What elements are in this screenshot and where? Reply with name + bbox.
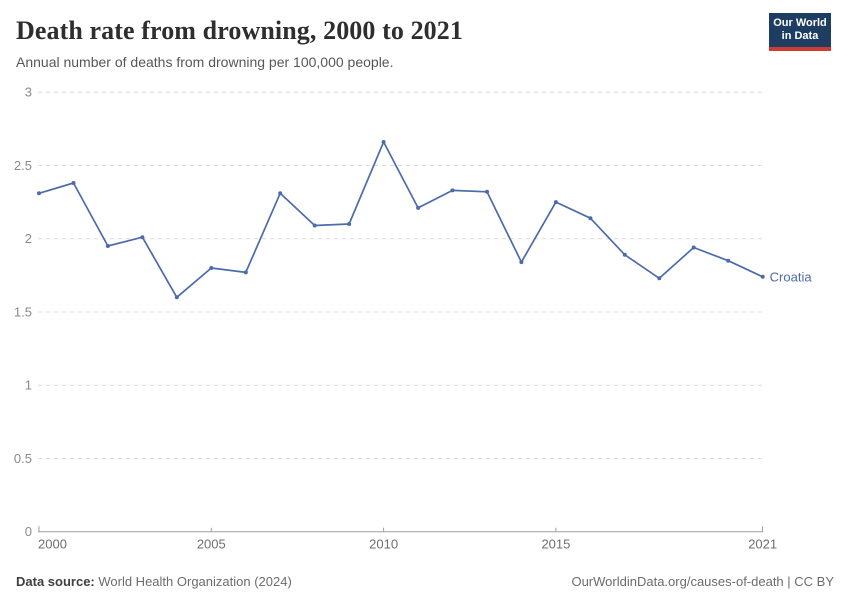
chart-footer: Data source: World Health Organization (…: [16, 574, 834, 589]
y-tick-label: 2.5: [14, 158, 32, 173]
data-point: [657, 276, 662, 281]
x-tick-label: 2005: [197, 537, 226, 552]
data-point: [726, 258, 731, 263]
page-title: Death rate from drowning, 2000 to 2021: [16, 16, 463, 45]
data-point: [347, 222, 352, 226]
series-line: [38, 141, 764, 299]
x-tick-label: 2000: [38, 537, 67, 552]
data-source: Data source: World Health Organization (…: [16, 574, 292, 589]
y-tick-label: 1.5: [14, 304, 32, 319]
data-point: [312, 223, 317, 228]
data-point: [381, 140, 386, 144]
data-point: [519, 260, 524, 265]
y-tick-label: 0.5: [14, 451, 32, 466]
data-point: [71, 181, 76, 185]
credit-link[interactable]: OurWorldinData.org/causes-of-death | CC …: [571, 574, 834, 589]
y-tick-label: 1: [25, 378, 32, 393]
y-tick-label: 2: [25, 231, 32, 246]
data-point: [553, 200, 558, 205]
data-point: [691, 245, 696, 250]
data-point: [209, 266, 214, 270]
x-tick-label: 2015: [541, 537, 570, 552]
data-point: [416, 205, 421, 210]
entity-label[interactable]: Croatia: [770, 269, 813, 284]
chart-canvas: 0 0.5 1 1.5 2 2.5 3 2000 2005 2010 2015 2021 Croatia: [14, 85, 813, 552]
x-tick-label: 2010: [369, 537, 398, 552]
data-point: [140, 235, 145, 240]
x-tick-label: 2021: [748, 537, 777, 552]
chart-header: Death rate from drowning, 2000 to 2021 A…: [0, 0, 850, 70]
data-source-text: World Health Organization (2024): [94, 574, 292, 589]
data-point: [588, 216, 593, 221]
data-point: [37, 191, 41, 196]
y-tick-label: 3: [25, 85, 32, 100]
data-source-label: Data source:: [16, 574, 95, 589]
chart-subtitle: Annual number of deaths from drowning pe…: [16, 54, 394, 70]
data-point: [450, 188, 455, 193]
owid-logo-line2: in Data: [781, 30, 819, 42]
data-point: [485, 189, 489, 194]
data-point: [760, 274, 765, 279]
chart-area: 0 0.5 1 1.5 2 2.5 3 2000 2005 2010 2015 2021 Croatia: [0, 80, 850, 560]
data-point: [243, 270, 248, 275]
data-point: [174, 295, 179, 300]
owid-logo[interactable]: Our World in Data: [769, 13, 831, 51]
y-tick-label: 0: [25, 524, 32, 539]
owid-logo-line1: Our World: [773, 17, 827, 29]
data-point: [622, 252, 627, 257]
data-point: [278, 191, 283, 196]
data-point: [105, 244, 110, 248]
